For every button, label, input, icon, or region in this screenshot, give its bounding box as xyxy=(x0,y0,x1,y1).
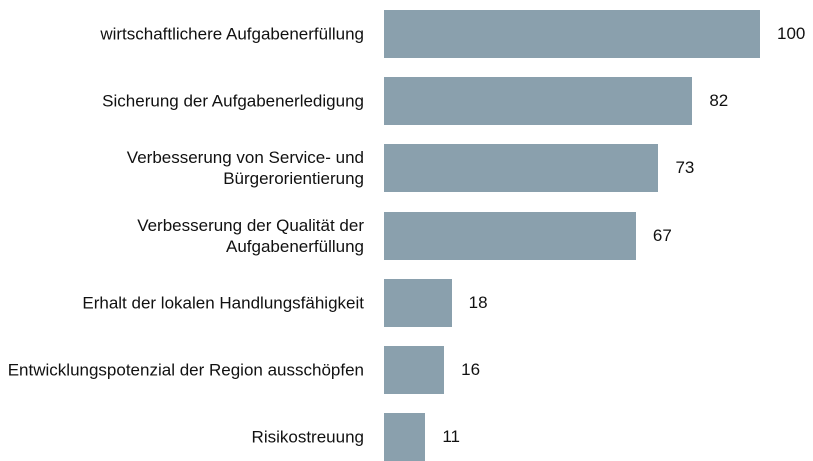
value-label: 82 xyxy=(709,91,729,111)
bar xyxy=(384,346,445,394)
bar xyxy=(384,278,452,327)
value-label: 18 xyxy=(468,292,488,312)
category-label: Entwicklungspotenzial der Region ausschö… xyxy=(7,360,364,380)
category-label: Verbesserung von Service- und Bürgerorie… xyxy=(126,148,364,189)
category-label: Risikostreuung xyxy=(251,427,364,447)
bar xyxy=(384,10,760,58)
value-label: 100 xyxy=(777,24,806,43)
value-label: 11 xyxy=(442,427,461,447)
value-label: 73 xyxy=(675,158,695,178)
category-label: Verbesserung der Qualität der Aufgabener… xyxy=(137,215,364,256)
bar xyxy=(384,211,636,260)
category-label: wirtschaftlichere Aufgabenerfüllung xyxy=(100,24,364,44)
bar xyxy=(384,144,659,193)
category-label: Sicherung der Aufgabenerledigung xyxy=(102,91,364,111)
value-label: 67 xyxy=(652,225,672,245)
value-label: 16 xyxy=(461,360,481,379)
bar xyxy=(384,413,426,461)
category-label: Erhalt der lokalen Handlungsfähigkeit xyxy=(82,293,364,313)
bar xyxy=(384,77,693,126)
